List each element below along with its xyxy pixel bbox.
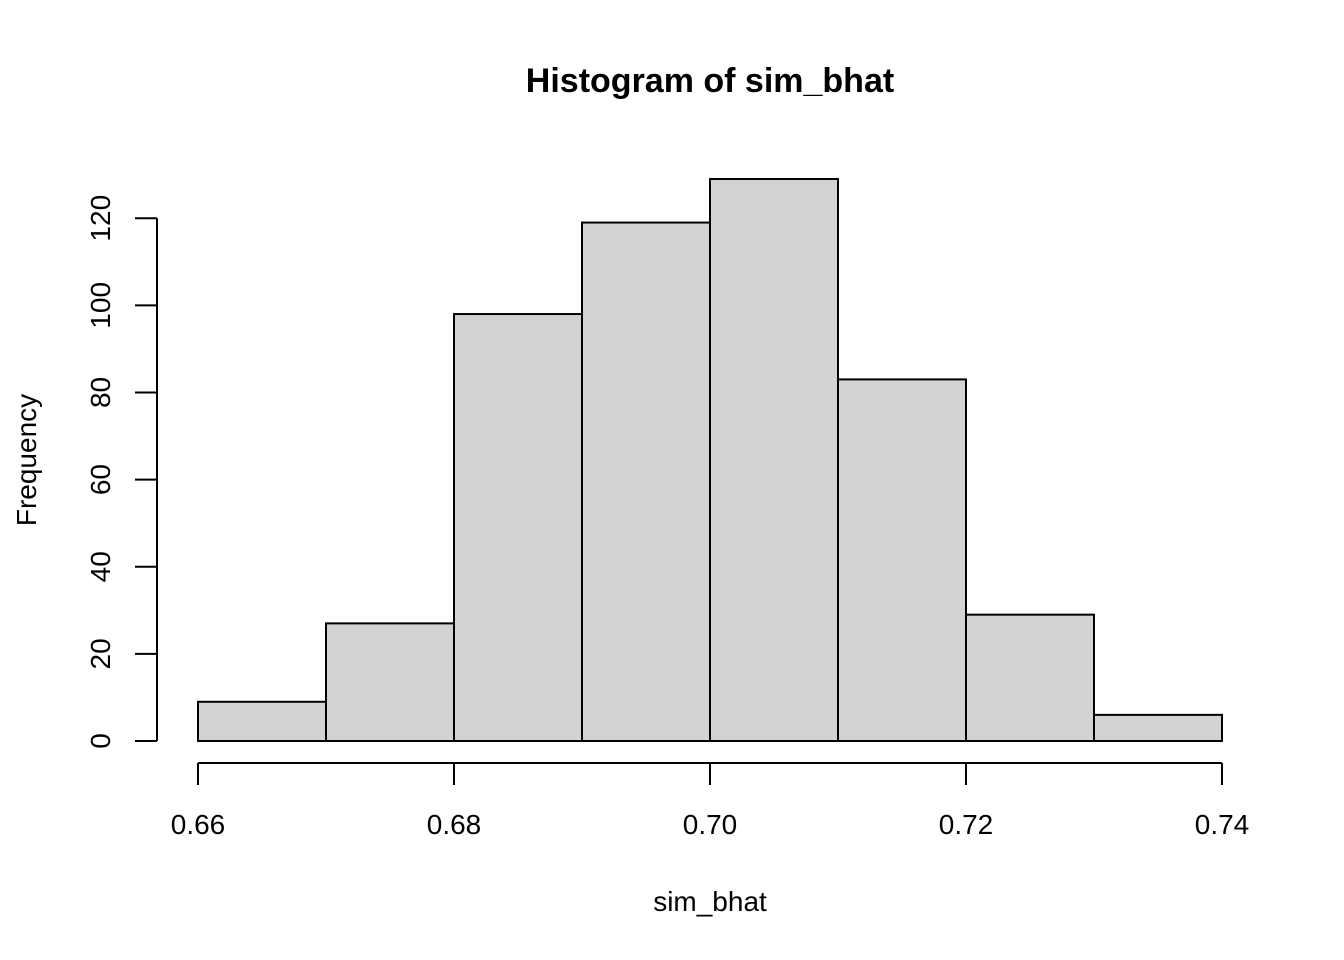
y-tick-label: 80 [85,377,116,408]
y-axis-label: Frequency [11,394,42,526]
y-tick-label: 40 [85,551,116,582]
histogram-bar [837,378,967,742]
x-tick-label: 0.66 [171,809,226,840]
y-tick-label: 20 [85,638,116,669]
histogram-bar [453,313,583,742]
y-tick-label: 0 [85,733,116,749]
histogram-bar [1093,713,1223,743]
histogram-bar [197,700,327,743]
y-axis: 0 20 40 60 80 100 120 [85,195,158,749]
x-tick-label: 0.68 [427,809,482,840]
x-axis: 0.66 0.68 0.70 0.72 0.74 [171,762,1250,840]
x-axis-label: sim_bhat [653,886,767,917]
histogram-bar [709,178,839,742]
chart-title: Histogram of sim_bhat [526,62,894,100]
y-tick-label: 60 [85,464,116,495]
y-tick-label: 120 [85,195,116,242]
x-tick-label: 0.72 [939,809,994,840]
histogram-bar [581,221,711,742]
histogram-bar [325,622,455,742]
bars-group [197,178,1223,743]
histogram-bar [965,613,1095,743]
x-tick-label: 0.70 [683,809,738,840]
x-tick-label: 0.74 [1195,809,1250,840]
y-tick-label: 100 [85,282,116,329]
